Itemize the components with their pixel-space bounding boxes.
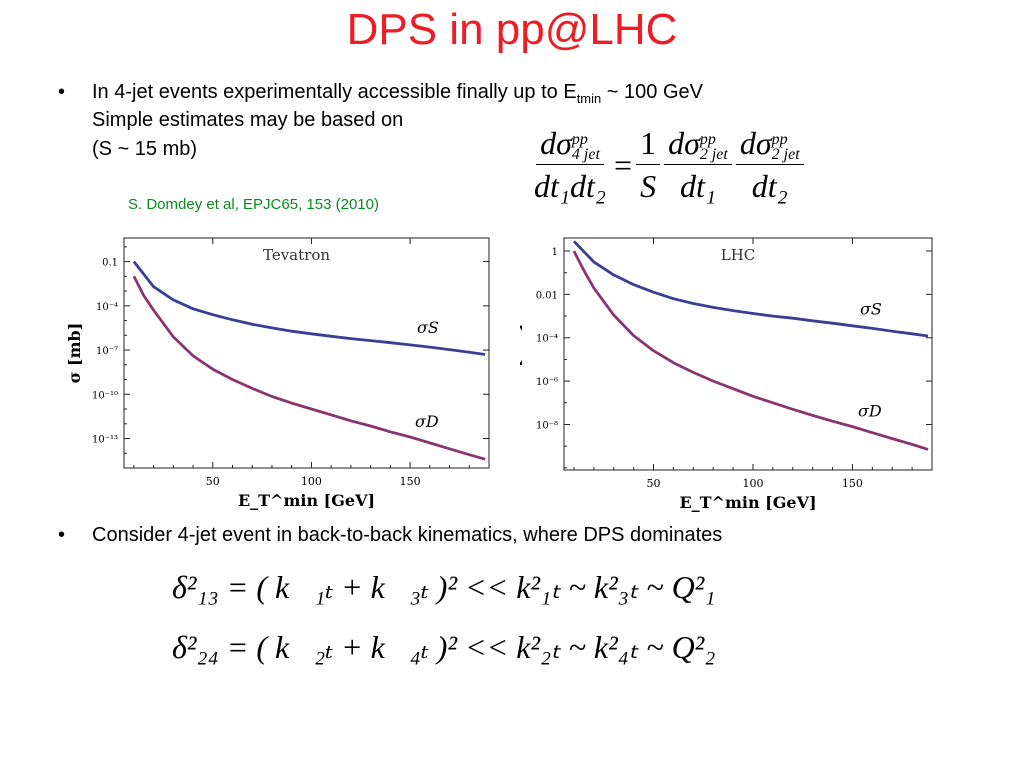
- x-tick-label: 150: [400, 475, 421, 488]
- bullet-1: •: [58, 80, 65, 104]
- x-tick-label: 150: [842, 477, 863, 490]
- series-line-sigma-s: [572, 240, 929, 338]
- x-axis-label: E_T^min [GeV]: [238, 491, 375, 510]
- bullet-1-line-2: Simple estimates may be based on: [92, 109, 404, 131]
- panel-label: LHC: [721, 246, 756, 264]
- y-tick-label: 0.01: [536, 290, 558, 301]
- bullet-1-line-3: (S ~ 15 mb): [92, 138, 198, 160]
- plot-frame: [563, 237, 933, 471]
- formula-equals: =: [614, 146, 633, 183]
- y-tick-label: 0.1: [102, 258, 118, 269]
- series-label-sigma-d: σD: [415, 412, 439, 431]
- y-tick-label: 10⁻⁷: [96, 346, 118, 357]
- formula-one: 1: [636, 125, 661, 165]
- formula-right-sub: 2 jet: [771, 145, 800, 163]
- formula-left-sup: pp: [571, 130, 588, 148]
- formula-mid-num: dσ: [668, 125, 700, 161]
- formula-left-num: dσ: [540, 125, 572, 161]
- bullet-1-text: In 4-jet events experimentally accessibl…: [92, 81, 577, 103]
- y-tick-label: 10⁻⁴: [536, 334, 558, 345]
- slide-title: DPS in pp@LHC: [346, 5, 678, 54]
- formula-delta-13: δ²₁₃ = ( k⃗₁ₜ + k⃗₃ₜ )² << k²₁ₜ ~ k²₃ₜ ~…: [172, 569, 716, 605]
- y-tick-label: 10⁻⁴: [96, 302, 118, 313]
- formula-left-fraction: dσ pp 4 jet dt₁dt₂: [530, 125, 610, 205]
- y-axis-label: σ [mb]: [520, 324, 524, 385]
- formula-right-sup: pp: [771, 130, 788, 148]
- formula-right-fraction: dσ pp 2 jet dt₂: [735, 125, 804, 205]
- series-line-sigma-d: [132, 275, 486, 461]
- bullet-1-tail: ~ 100 GeV: [601, 81, 703, 103]
- x-tick-label: 50: [647, 477, 661, 490]
- dps-formula: dσ pp 4 jet dt₁dt₂ = 1 S dσ pp 2 jet dt₁ dσ p…: [530, 125, 804, 205]
- formula-right-num: dσ: [739, 125, 772, 161]
- tevatron-chart: 50 100 150 0.1 10⁻⁴ 10⁻⁷ 10⁻¹⁰ 10⁻¹³ Tevatron σS σ…: [65, 237, 490, 510]
- x-tick-label: 100: [301, 475, 322, 488]
- series-label-sigma-d: σD: [858, 402, 882, 421]
- formula-s: S: [640, 168, 657, 204]
- x-tick-label: 100: [742, 477, 763, 490]
- y-tick-label: 10⁻⁸: [536, 420, 558, 431]
- reference-citation: S. Domdey et al, EPJC65, 153 (2010): [128, 196, 379, 213]
- y-tick-label: 1: [552, 247, 558, 258]
- bullet-symbol: •: [58, 81, 66, 103]
- formula-delta-24: δ²₂₄ = ( k⃗₂ₜ + k⃗₄ₜ )² << k²₂ₜ ~ k²₄ₜ ~…: [172, 629, 716, 665]
- x-tick-label: 50: [206, 475, 220, 488]
- panel-label: Tevatron: [263, 246, 330, 264]
- series-label-sigma-s: σS: [860, 299, 882, 318]
- bullet-1-subscript: tmin: [576, 91, 602, 106]
- series-line-sigma-d: [572, 250, 929, 451]
- formula-one-over-s: 1 S: [636, 125, 661, 205]
- series-line-sigma-s: [132, 260, 486, 356]
- y-tick-label: 10⁻¹⁰: [92, 390, 118, 401]
- formula-mid-fraction: dσ pp 2 jet dt₁: [664, 125, 732, 205]
- series-label-sigma-s: σS: [417, 318, 439, 337]
- formula-mid-den: dt₁: [679, 168, 716, 204]
- lhc-chart: 50 100 150 1 0.01 10⁻⁴ 10⁻⁶ 10⁻⁸ LHC σS σD E_T^min …: [520, 237, 933, 512]
- formula-left-den: dt₁dt₂: [534, 168, 607, 204]
- y-axis-label: σ [mb]: [65, 323, 84, 384]
- bullet-1-line-1: In 4-jet events experimentally accessibl…: [92, 80, 703, 111]
- formula-mid-sup: pp: [699, 130, 716, 148]
- bullet-2-symbol: •: [58, 524, 66, 546]
- formula-left-sub: 4 jet: [571, 145, 600, 163]
- y-tick-label: 10⁻¹³: [92, 435, 118, 446]
- formula-mid-sub: 2 jet: [699, 145, 728, 163]
- y-tick-label: 10⁻⁶: [536, 377, 558, 388]
- plot-frame: [123, 237, 490, 469]
- bullet-2-text: Consider 4-jet event in back-to-back kin…: [92, 524, 723, 546]
- x-axis-label: E_T^min [GeV]: [679, 493, 816, 512]
- formula-right-den: dt₂: [751, 168, 788, 204]
